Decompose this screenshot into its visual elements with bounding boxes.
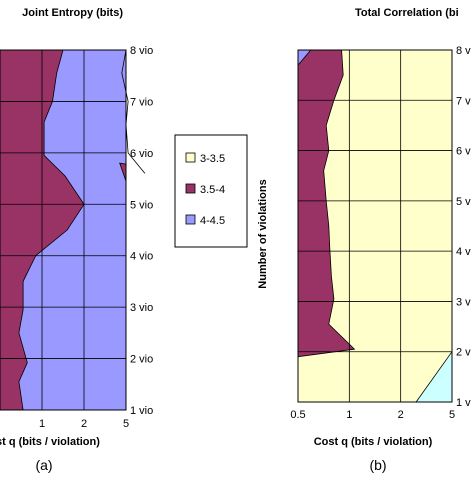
- legend-label-3-3.5: 3-3.5: [200, 153, 225, 165]
- chart-a-xlabel: st q (bits / violation): [0, 436, 100, 448]
- chart-a-y-tick-label: 7 vio: [130, 96, 153, 108]
- chart-a-y-ticks: 1 vio 2 vio 3 vio 4 vio 5 vio 6 vio 7 vio 8 vio: [130, 45, 153, 417]
- chart-legend: 3-3.5 3.5-4 4-4.5: [174, 134, 248, 248]
- legend-swatch-3-3.5: [185, 152, 196, 163]
- chart-a-panel-label: (a): [35, 457, 52, 473]
- chart-b-y-ticks: 1 v 2 v 3 v 4 v 5 v 6 v 7 v 8 v: [456, 45, 471, 409]
- chart-b-x-ticks: 0.5 1 2 5: [290, 409, 455, 421]
- chart-b-y-tick-label: 1 v: [456, 397, 471, 409]
- chart-b-y-tick-label: 4 v: [456, 246, 471, 258]
- chart-a-x-tick-label: 2: [81, 418, 87, 430]
- chart-b-xlabel: Cost q (bits / violation): [314, 436, 433, 448]
- chart-b-ylabel: Number of violations: [257, 179, 269, 288]
- chart-a-x-tick-label: 5: [123, 418, 129, 430]
- chart-b-y-tick-label: 6 v: [456, 146, 471, 158]
- chart-b-y-tick-label: 3 v: [456, 296, 471, 308]
- chart-a-y-tick-label: 6 vio: [130, 148, 153, 160]
- chart-a-y-tick-label: 8 vio: [130, 45, 153, 57]
- chart-b-x-tick-label: 5: [449, 409, 455, 421]
- chart-a-x-tick-label: 1: [39, 418, 45, 430]
- chart-a-plot-border: [0, 49, 127, 411]
- chart-a-y-tick-label: 5 vio: [130, 199, 153, 211]
- chart-b-y-tick-label: 8 v: [456, 45, 471, 57]
- chart-a-y-tick-label: 2 vio: [130, 354, 153, 366]
- chart-panel-a: Joint Entropy (bits) 1 vio 2 vio 3 vio 4 vi…: [0, 7, 153, 473]
- chart-a-y-tick-label: 1 vio: [130, 405, 153, 417]
- chart-b-x-tick-label: 0.5: [290, 409, 305, 421]
- legend-swatch-4-4.5: [185, 214, 196, 225]
- chart-b-x-tick-label: 2: [398, 409, 404, 421]
- chart-b-y-tick-label: 5 v: [456, 196, 471, 208]
- chart-a-x-ticks: 1 2 5: [39, 418, 129, 430]
- chart-b-title: Total Correlation (bi: [355, 7, 459, 19]
- chart-a-title: Joint Entropy (bits): [22, 7, 123, 19]
- legend-swatch-3.5-4: [185, 183, 196, 194]
- chart-b-y-tick-label: 2 v: [456, 347, 471, 359]
- chart-a-y-tick-label: 3 vio: [130, 302, 153, 314]
- chart-b-y-tick-label: 7 v: [456, 95, 471, 107]
- legend-label-4-4.5: 4-4.5: [200, 215, 225, 227]
- chart-panel-b: Total Correlation (bi Number of violatio…: [257, 7, 471, 473]
- legend-label-3.5-4: 3.5-4: [200, 184, 225, 196]
- chart-b-region-3.5-4: [297, 49, 356, 358]
- chart-b-panel-label: (b): [369, 457, 386, 473]
- chart-a-y-tick-label: 4 vio: [130, 251, 153, 263]
- chart-b-x-tick-label: 1: [346, 409, 352, 421]
- chart-b-plot-border: [297, 49, 453, 403]
